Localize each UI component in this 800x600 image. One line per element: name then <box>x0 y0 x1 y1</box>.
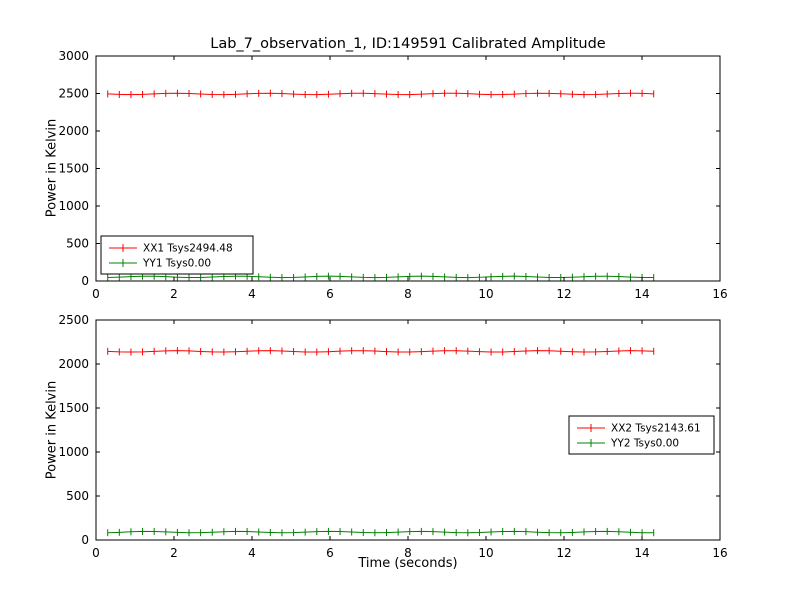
data-line <box>107 275 654 279</box>
legend-label: XX2 Tsys2143.61 <box>611 423 701 435</box>
series-xx2 <box>107 347 655 356</box>
x-tick-label: 2 <box>170 546 178 560</box>
x-tick-label: 6 <box>326 546 334 560</box>
y-axis-label-top: Power in Kelvin <box>44 118 60 218</box>
x-tick-label: 8 <box>404 287 412 301</box>
x-axis-tick-labels: 0 2 4 6 8 10 12 14 16 <box>92 287 727 301</box>
legend-label: YY1 Tsys0.00 <box>142 258 211 270</box>
x-tick-label: 16 <box>712 546 727 560</box>
y-tick-label: 3000 <box>58 49 89 63</box>
y-axis-tick-labels: 0 500 1000 1500 2000 2500 <box>58 313 89 547</box>
legend: XX1 Tsys2494.48 YY1 Tsys0.00 <box>100 235 254 275</box>
y-tick-label: 500 <box>66 237 89 251</box>
x-axis-label: Time (seconds) <box>358 556 458 571</box>
y-tick-label: 2500 <box>58 87 89 101</box>
x-tick-label: 14 <box>634 287 649 301</box>
x-tick-label: 10 <box>478 546 493 560</box>
y-axis-ticks <box>96 319 720 541</box>
chart-title: Lab_7_observation_1, ID:149591 Calibrate… <box>210 36 606 52</box>
y-tick-label: 1500 <box>58 401 89 415</box>
x-tick-label: 16 <box>712 287 727 301</box>
x-tick-label: 0 <box>92 546 100 560</box>
series-xx1 <box>107 89 655 99</box>
x-tick-label: 4 <box>248 546 256 560</box>
data-line <box>107 92 654 96</box>
subplot-1: 0 2 4 6 8 10 12 14 16 0 500 1000 1500 2000 2500 3000 XX1… <box>58 49 727 301</box>
x-axis-ticks <box>95 56 721 281</box>
subplot-2: 0 2 4 6 8 10 12 14 16 0 500 1000 1500 2000 2500 XX2 Tsy… <box>58 313 727 560</box>
y-tick-label: 2000 <box>58 124 89 138</box>
legend-label: YY2 Tsys0.00 <box>610 438 679 450</box>
y-tick-label: 1000 <box>58 199 89 213</box>
x-tick-label: 0 <box>92 287 100 301</box>
x-tick-label: 12 <box>556 546 571 560</box>
x-tick-label: 6 <box>326 287 334 301</box>
y-axis-ticks <box>96 55 720 282</box>
x-tick-label: 12 <box>556 287 571 301</box>
x-tick-label: 14 <box>634 546 649 560</box>
y-tick-label: 500 <box>66 489 89 503</box>
x-axis-ticks <box>95 320 721 540</box>
legend-box <box>100 235 254 275</box>
legend-label: XX1 Tsys2494.48 <box>143 243 233 255</box>
x-tick-label: 8 <box>404 546 412 560</box>
data-line <box>107 530 654 534</box>
legend: XX2 Tsys2143.61 YY2 Tsys0.00 <box>568 415 715 455</box>
y-tick-label: 0 <box>81 533 89 547</box>
data-line <box>107 350 654 353</box>
y-axis-label-bottom: Power in Kelvin <box>44 380 60 480</box>
x-tick-label: 2 <box>170 287 178 301</box>
x-tick-label: 10 <box>478 287 493 301</box>
y-tick-label: 2500 <box>58 313 89 327</box>
y-tick-label: 0 <box>81 274 89 288</box>
x-axis-tick-labels: 0 2 4 6 8 10 12 14 16 <box>92 546 727 560</box>
y-tick-label: 2000 <box>58 357 89 371</box>
y-tick-label: 1500 <box>58 162 89 176</box>
legend-box <box>568 415 715 455</box>
x-tick-label: 4 <box>248 287 256 301</box>
y-tick-label: 1000 <box>58 445 89 459</box>
y-axis-tick-labels: 0 500 1000 1500 2000 2500 3000 <box>58 49 89 288</box>
series-yy2 <box>107 527 655 537</box>
